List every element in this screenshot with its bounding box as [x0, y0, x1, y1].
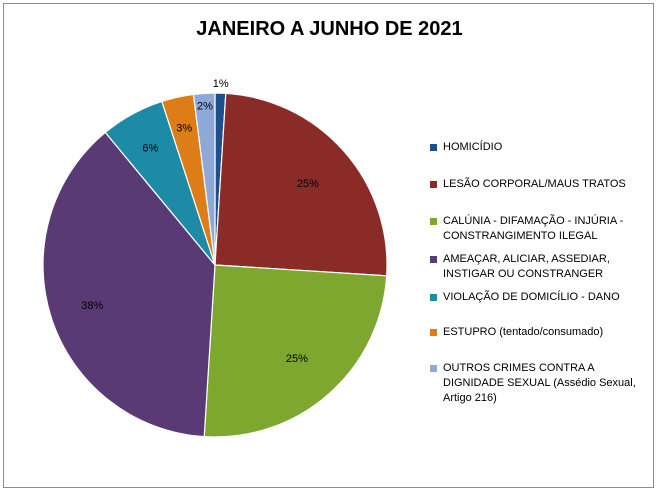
legend-label: AMEAÇAR, ALICIAR, ASSEDIAR, INSTIGAR OU …	[443, 253, 610, 280]
legend-swatch	[430, 144, 437, 151]
legend-label: VIOLAÇÃO DE DOMICÍLIO - DANO	[443, 291, 620, 303]
legend-item-1: HOMICÍDIO	[430, 140, 655, 155]
legend-swatch	[430, 181, 437, 188]
pie-slice-4	[42, 131, 216, 438]
legend-swatch	[430, 294, 437, 301]
slice-label-1: 1%	[213, 78, 229, 90]
slice-label-2: 25%	[297, 178, 319, 190]
slice-label-5: 6%	[142, 142, 158, 154]
legend-swatch	[430, 329, 437, 336]
slice-label-7: 2%	[197, 100, 213, 112]
legend-item-7: OUTROS CRIMES CONTRA A DIGNIDADE SEXUAL …	[430, 361, 655, 406]
legend-label: CALÚNIA - DIFAMAÇÃO - INJÚRIA - CONSTRAN…	[443, 215, 624, 242]
legend-item-4: AMEAÇAR, ALICIAR, ASSEDIAR, INSTIGAR OU …	[430, 252, 655, 282]
legend-label: LESÃO CORPORAL/MAUS TRATOS	[443, 178, 626, 190]
chart-frame: JANEIRO A JUNHO DE 2021 1% 25% 25% 38% 6% 3% 2…	[3, 3, 654, 488]
legend-item-3: CALÚNIA - DIFAMAÇÃO - INJÚRIA - CONSTRAN…	[430, 214, 655, 244]
chart-title: JANEIRO A JUNHO DE 2021	[196, 18, 463, 40]
legend-label: HOMICÍDIO	[443, 141, 503, 153]
pie-slice-2	[214, 92, 388, 277]
pie-slice-7	[192, 92, 216, 266]
legend-item-5: VIOLAÇÃO DE DOMICÍLIO - DANO	[430, 290, 655, 305]
pie-chart: 1% 25% 25% 38% 6% 3% 2%	[42, 78, 388, 438]
slice-label-3: 25%	[286, 353, 308, 365]
pie-slice-3	[203, 264, 388, 438]
legend-item-6: ESTUPRO (tentado/consumado)	[430, 325, 655, 340]
legend-label: ESTUPRO (tentado/consumado)	[443, 326, 604, 338]
legend-swatch	[430, 256, 437, 263]
legend-swatch	[430, 365, 437, 372]
legend-swatch	[430, 218, 437, 225]
legend-item-2: LESÃO CORPORAL/MAUS TRATOS	[430, 177, 655, 192]
slice-label-6: 3%	[176, 122, 192, 134]
slice-label-4: 38%	[81, 300, 103, 312]
legend-label: OUTROS CRIMES CONTRA A DIGNIDADE SEXUAL …	[443, 362, 636, 404]
